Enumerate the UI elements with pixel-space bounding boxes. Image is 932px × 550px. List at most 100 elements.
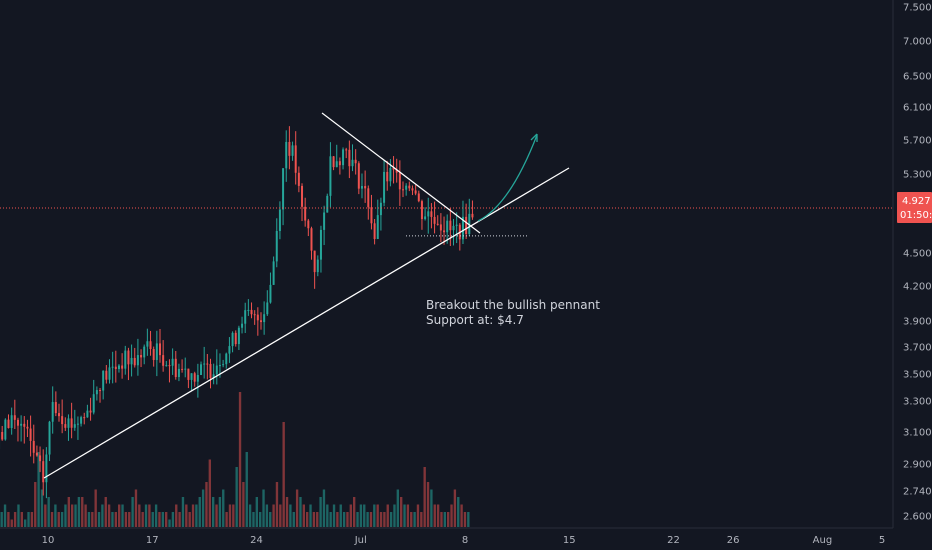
volume-bar (181, 497, 185, 527)
candle-body (209, 364, 212, 378)
candle-body (310, 228, 313, 251)
candle-body (436, 223, 439, 225)
candle-body (383, 171, 386, 203)
candle-body (338, 161, 341, 166)
candle-body (29, 428, 32, 441)
drawings[interactable] (0, 112, 893, 479)
volume-bar (279, 504, 282, 527)
candle-body (184, 368, 187, 370)
volume-bar (54, 504, 57, 527)
volume-bar (128, 512, 131, 527)
candle-body (278, 209, 281, 231)
candles (0, 126, 474, 499)
volume-bar (369, 512, 373, 527)
candle-body (411, 188, 414, 191)
volume-bar (175, 504, 178, 527)
candle-body (468, 213, 471, 235)
volume-bar (413, 512, 416, 527)
volume-bar (242, 482, 245, 527)
candle-body (158, 343, 161, 356)
time-tick-label: 5 (879, 535, 885, 546)
volume-bar (457, 497, 460, 527)
volume-bar (396, 489, 399, 527)
volume-bar (71, 504, 74, 527)
candle-body (48, 421, 51, 455)
candle-body (95, 390, 98, 395)
candle-body (360, 186, 363, 189)
volume-bar (225, 512, 228, 527)
price-tick-label: 2.600 (903, 512, 932, 523)
volume-bar (198, 497, 201, 527)
candle-body (326, 195, 329, 213)
volume-bar (299, 497, 302, 527)
countdown-value: 01:50:12 (900, 210, 932, 221)
candle-body (379, 202, 382, 216)
volume-bar (353, 497, 356, 527)
candle-body (83, 417, 86, 419)
candle-body (187, 368, 190, 380)
volume-bar (205, 482, 208, 527)
candle-body (414, 190, 417, 194)
volume-bar (342, 512, 346, 527)
price-tick-label: 7.500 (903, 3, 932, 14)
candle-body (181, 368, 184, 370)
volume-bar (282, 422, 285, 527)
price-tick-label: 3.700 (903, 343, 932, 354)
volume-bar (386, 504, 389, 527)
volume-bar (453, 489, 457, 527)
price-tick-label: 5.300 (903, 170, 932, 181)
volume-bar (433, 504, 436, 527)
candle-body (282, 168, 285, 210)
time-tick-label: 15 (563, 535, 576, 546)
candle-body (140, 355, 143, 358)
price-tick-label: 2.740 (903, 487, 932, 498)
volume-bar (423, 467, 426, 527)
volume-bar (306, 512, 309, 527)
volume-bar (316, 512, 319, 527)
volume-bar (118, 504, 121, 527)
volume-bar (248, 504, 252, 527)
volume-bar (336, 512, 339, 527)
volume-bar (57, 512, 60, 527)
candle-body (86, 410, 89, 418)
candle-body (237, 327, 240, 345)
price-tick-label: 3.300 (903, 397, 932, 408)
candle-body (32, 440, 35, 453)
volume-bar (10, 519, 13, 527)
candle-body (45, 454, 48, 483)
volume-bar (47, 497, 50, 527)
volume-bar (376, 504, 379, 527)
candle-body (136, 355, 139, 366)
price-tick-label: 4.500 (903, 249, 932, 260)
volume-bar (349, 504, 352, 527)
price-tick-label: 3.500 (903, 370, 932, 381)
time-axis[interactable]: 10 17 24 Jul 8 15 22 26 Aug 5 (0, 527, 893, 546)
candle-body (465, 216, 468, 235)
candle-body (395, 169, 398, 173)
candle-body (16, 419, 19, 426)
candle-body (357, 163, 360, 189)
volume-bar (50, 512, 54, 527)
candle-body (67, 418, 70, 428)
volume-bar (0, 512, 3, 527)
projection-path[interactable] (477, 134, 538, 222)
volume-bar (77, 497, 81, 527)
candle-body (102, 370, 105, 391)
volume-bar (104, 497, 107, 527)
volume-bar (114, 512, 117, 527)
volume-bar (212, 497, 215, 527)
candle-body (39, 455, 42, 462)
candle-body (342, 149, 345, 166)
descending-trendline[interactable] (321, 112, 481, 234)
volume-bar (141, 512, 144, 527)
volume-bar (222, 489, 225, 527)
candle-body (196, 374, 199, 382)
candle-body (402, 189, 405, 191)
volume-bar (84, 504, 87, 527)
price-axis[interactable]: 7.500 7.000 6.500 6.100 5.700 5.300 4.500 4.200… (892, 0, 932, 528)
candle-body (89, 410, 92, 413)
time-tick-label: 10 (42, 535, 55, 546)
candle-body (313, 250, 316, 273)
